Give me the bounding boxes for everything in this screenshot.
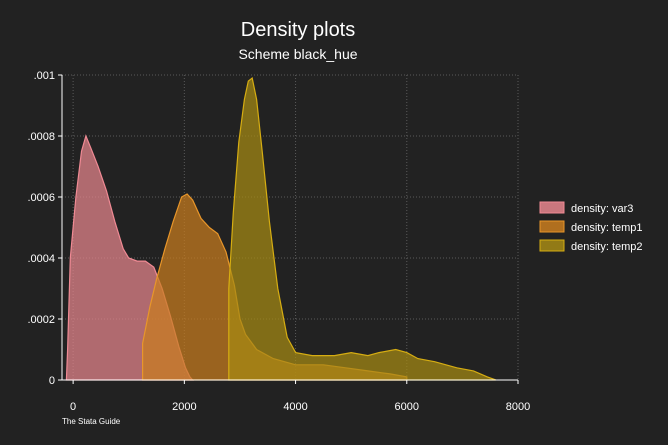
legend-label-0: density: var3 <box>571 203 633 215</box>
x-tick-label: 0 <box>70 401 76 413</box>
series-layer <box>65 77 497 381</box>
source-note: The Stata Guide <box>62 417 121 426</box>
y-tick-label: .0002 <box>27 314 55 326</box>
legend-swatch-2 <box>539 239 565 252</box>
y-tick-label: .001 <box>34 70 55 82</box>
y-tick-label: 0 <box>49 375 55 387</box>
legend-swatch-1 <box>539 220 565 233</box>
chart-subtitle: Scheme black_hue <box>238 46 357 62</box>
legend-swatch-0 <box>539 201 565 214</box>
y-tick-label: .0008 <box>27 131 55 143</box>
x-tick-label: 2000 <box>172 401 196 413</box>
axes: 0 .0002 .0004 .0006 .0008 .001 0 2000 4000 6000 80… <box>27 70 530 413</box>
density-area-2 <box>228 77 497 381</box>
x-tick-label: 8000 <box>506 401 530 413</box>
x-tick-label: 6000 <box>395 401 419 413</box>
legend: density: var3 density: temp1 density: temp… <box>539 201 643 253</box>
y-tick-label: .0006 <box>27 192 55 204</box>
y-tick-label: .0004 <box>27 253 55 265</box>
legend-label-2: density: temp2 <box>571 241 643 253</box>
legend-label-1: density: temp1 <box>571 222 643 234</box>
x-tick-label: 4000 <box>283 401 307 413</box>
chart-title: Density plots <box>241 19 356 41</box>
